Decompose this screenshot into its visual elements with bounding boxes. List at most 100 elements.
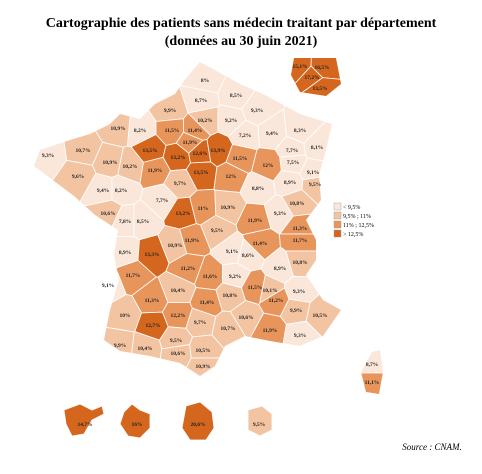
- department-label: 9,6%: [72, 174, 84, 180]
- department-label: 10,6%: [170, 351, 185, 357]
- overseas-label: 14,7%: [77, 422, 92, 428]
- labels: 8% 8,5% 8,7% 9,3% 9,9% 10,2% 9,2% 8,3% 10,9% 8,2%…: [42, 64, 380, 428]
- department-label: 13,3%: [144, 252, 159, 258]
- department-label: 9,4%: [266, 131, 278, 137]
- department-label: 13,2%: [170, 155, 185, 161]
- department-label: 10,9%: [220, 205, 235, 211]
- department-label: 7,7%: [286, 148, 298, 154]
- department-label: 12%: [263, 163, 274, 169]
- department-label: 11,7%: [293, 238, 308, 244]
- department-label: 11,2%: [269, 298, 284, 304]
- department-label: 13,5%: [142, 148, 157, 154]
- department-label: 10,8%: [289, 201, 304, 207]
- department-label: 9,3%: [42, 153, 54, 159]
- department-label: 10,6%: [238, 315, 253, 321]
- departments: [34, 58, 383, 441]
- department-label: 8,7%: [366, 362, 378, 368]
- department-label: 9,3%: [293, 289, 305, 295]
- department-label: 11,9%: [248, 218, 263, 224]
- department-label: 8,5%: [137, 219, 149, 225]
- department-label: 9,9%: [164, 108, 176, 114]
- department: [361, 350, 383, 374]
- department-label: 8,5%: [230, 93, 242, 99]
- department-label: 8%: [201, 78, 209, 84]
- department-label: 11,3%: [293, 226, 308, 232]
- department-label: 7,8%: [119, 219, 131, 225]
- department-label: 9,7%: [194, 320, 206, 326]
- department-label: 9,3%: [274, 211, 286, 217]
- department-label: 10,2%: [122, 164, 137, 170]
- department-label: 9,9%: [114, 343, 126, 349]
- department-label: 8,2%: [134, 128, 146, 134]
- department-label: 8,9%: [119, 250, 131, 256]
- subtitle: (données au 30 juin 2021): [165, 34, 318, 49]
- region: [361, 350, 383, 394]
- department-label: 10,5%: [312, 313, 327, 319]
- department-label: 7,7%: [156, 198, 168, 204]
- department-label: 10,6%: [100, 211, 115, 217]
- department-label: 9,1%: [226, 249, 238, 255]
- department-label: 16,5%: [314, 65, 329, 71]
- overseas-territory: [247, 405, 273, 437]
- department-label: 8,3%: [294, 128, 306, 134]
- source: Source : CNAM.: [402, 442, 461, 452]
- department-label: 11,4%: [253, 241, 268, 247]
- department-label: 8,2%: [115, 188, 127, 194]
- department-label: 11,4%: [200, 300, 215, 306]
- department-label: 10,7%: [220, 326, 235, 332]
- department: [291, 77, 341, 96]
- department-label: 9,9%: [290, 308, 302, 314]
- department-label: 11,6%: [203, 274, 218, 280]
- department-label: 10%: [120, 313, 131, 319]
- department-label: 10,4%: [170, 288, 185, 294]
- department-label: 9,3%: [251, 108, 263, 114]
- legend-swatch: [333, 220, 342, 229]
- department: [94, 294, 142, 333]
- overseas-label: 9,5%: [253, 422, 265, 428]
- legend-swatch: [333, 211, 342, 220]
- department-label: 10,4%: [137, 346, 152, 352]
- department-label: 11%: [198, 206, 209, 212]
- department-label: 8,6%: [242, 253, 254, 259]
- department-label: 10,9%: [102, 160, 117, 166]
- department-label: 10,9%: [110, 126, 125, 132]
- department-label: 10,9%: [167, 243, 182, 249]
- department-label: 10,2%: [197, 118, 212, 124]
- legend-label: 9,5% ; 11%: [343, 214, 371, 220]
- legend-label: > 12,5%: [343, 232, 363, 238]
- department-label: 11,5%: [248, 285, 263, 291]
- department-label: 9,4%: [97, 188, 109, 194]
- department-label: 9,1%: [307, 170, 319, 176]
- department-label: 8,7%: [195, 98, 207, 104]
- overseas-label: 16%: [132, 422, 143, 428]
- department-label: 11,9%: [183, 140, 198, 146]
- department: [284, 275, 330, 303]
- legend-swatch: [333, 202, 342, 211]
- overseas-territory: [63, 403, 105, 437]
- department-label: 10,9%: [195, 364, 210, 370]
- department-label: 13,5%: [193, 170, 208, 176]
- department-label: 8,9%: [284, 180, 296, 186]
- department-label: 10,1%: [262, 288, 277, 294]
- department-label: 12%: [226, 174, 237, 180]
- department-label: 11,7%: [126, 273, 141, 279]
- department-label: 12,2%: [170, 313, 185, 319]
- overseas-territory: [119, 403, 151, 439]
- department-label: 11,9%: [185, 238, 200, 244]
- department-label: 13,2%: [175, 211, 190, 217]
- department-label: 10,5%: [195, 348, 210, 354]
- department: [89, 324, 135, 376]
- department-label: 17,2%: [304, 75, 319, 81]
- department-label: 9,5%: [170, 338, 182, 344]
- overseas-label: 20,6%: [190, 422, 205, 428]
- department-label: 13,9%: [210, 148, 225, 154]
- department-label: 9,5%: [211, 228, 223, 234]
- department-label: 11,2%: [181, 266, 196, 272]
- department-label: 11,3%: [145, 298, 160, 304]
- department-label: 8,8%: [252, 186, 264, 192]
- department-label: 11,5%: [233, 156, 248, 162]
- legend-label: 11% ; 12,5%: [343, 223, 374, 229]
- department-label: 9,7%: [174, 181, 186, 187]
- department-label: 9,2%: [229, 274, 241, 280]
